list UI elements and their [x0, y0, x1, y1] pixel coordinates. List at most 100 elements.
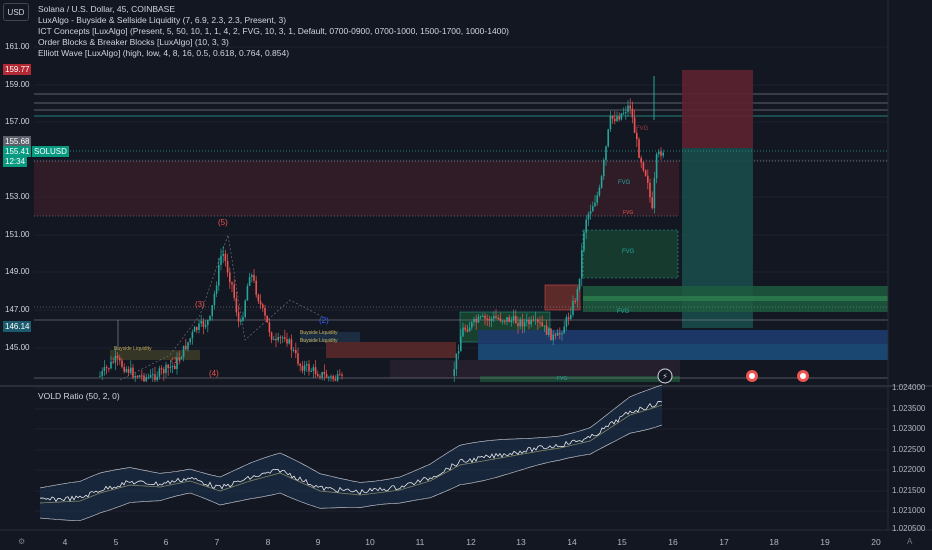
price-label: 149.00: [5, 267, 30, 276]
candle-body: [134, 376, 136, 378]
indicator-elliott-wave[interactable]: Elliott Wave [LuxAlgo] (high, low, 4, 8,…: [38, 48, 290, 58]
x-axis-label: 5: [113, 537, 119, 547]
candle-body: [477, 316, 480, 323]
candle-body: [598, 187, 601, 196]
candle-body: [319, 376, 321, 378]
candle-body: [570, 314, 572, 319]
candle-body: [611, 115, 614, 119]
price-label: 145.00: [5, 343, 30, 352]
candle-body: [548, 328, 550, 335]
candle-body: [462, 327, 464, 337]
candle-body: [204, 325, 207, 327]
candle-body: [519, 319, 521, 327]
candle-body: [121, 360, 123, 367]
candle-body: [116, 355, 119, 359]
candle-body: [317, 374, 319, 377]
candle-body: [242, 316, 244, 321]
candle-body: [581, 250, 583, 279]
candle-body: [550, 328, 552, 341]
candle-body: [510, 320, 513, 323]
indicator-buyside-sellside[interactable]: LuxAlgo - Buyside & Sellside Liquidity (…: [38, 15, 287, 25]
candle-body: [583, 232, 585, 251]
candle-body: [495, 316, 497, 319]
candle-body: [501, 320, 504, 322]
x-axis-label: 16: [668, 537, 678, 547]
candle-body: [649, 182, 651, 198]
candle-body: [341, 374, 343, 376]
candle-body: [125, 369, 128, 372]
candle-body: [284, 337, 286, 340]
candle-body: [504, 320, 506, 322]
candle-body: [114, 355, 117, 363]
candle-body: [471, 322, 473, 328]
oscillator-axis-label: 1.022000: [892, 465, 926, 474]
candle-body: [259, 301, 262, 305]
scale-settings-icon[interactable]: ⚙: [18, 537, 26, 546]
candle-body: [565, 317, 568, 327]
candle-body: [198, 323, 200, 331]
candle-body: [136, 376, 139, 378]
candle-body: [152, 374, 154, 376]
candle-body: [486, 318, 488, 320]
x-axis-label: 7: [214, 537, 220, 547]
candle-body: [339, 374, 341, 376]
wave-label: (5): [218, 218, 228, 227]
indicator-order-blocks[interactable]: Order Blocks & Breaker Blocks [LuxAlgo] …: [38, 37, 229, 47]
candle-body: [475, 318, 477, 323]
candle-body: [622, 112, 625, 114]
candle-body: [323, 372, 326, 375]
candle-body: [193, 327, 196, 332]
candle-body: [332, 376, 334, 380]
x-axis-label: 12: [466, 537, 476, 547]
candle-body: [251, 274, 253, 277]
candle-body: [567, 317, 570, 319]
zone-label: FVG: [618, 180, 631, 186]
position-risk-zone[interactable]: [682, 70, 753, 148]
lightning-icon[interactable]: ⚡: [657, 368, 673, 384]
candle-body: [176, 358, 178, 370]
x-axis-label: 17: [719, 537, 729, 547]
candle-body: [614, 118, 616, 122]
auto-scale-icon[interactable]: A: [907, 537, 913, 546]
candle-body: [213, 293, 216, 306]
price-label: 147.00: [5, 305, 30, 314]
candle-body: [211, 305, 213, 316]
candle-body: [655, 154, 658, 179]
oscillator-title[interactable]: VOLD Ratio (50, 2, 0): [38, 391, 120, 401]
candle-body: [268, 322, 271, 333]
candle-body: [561, 333, 563, 335]
candle-body: [226, 261, 229, 273]
candle-body: [653, 178, 656, 209]
currency-button[interactable]: USD: [3, 3, 29, 21]
candle-body: [523, 321, 526, 327]
candle-body: [281, 337, 284, 339]
candle-body: [453, 369, 455, 376]
candle-body: [484, 315, 486, 319]
candle-body: [253, 274, 255, 281]
event-icon[interactable]: [746, 370, 758, 382]
oscillator-axis-label: 1.024000: [892, 383, 926, 392]
candle-body: [163, 369, 165, 374]
candle-body: [273, 339, 275, 341]
price-label: 153.00: [5, 192, 30, 201]
candle-body: [314, 367, 317, 375]
wave-label: (2): [319, 316, 329, 325]
candle-body: [286, 339, 288, 344]
candle-body: [292, 349, 295, 351]
x-axis-label: 14: [567, 537, 577, 547]
indicator-ict-concepts[interactable]: ICT Concepts [LuxAlgo] (Present, 5, 50, …: [38, 26, 509, 36]
candle-body: [262, 304, 264, 309]
x-axis-label: 20: [871, 537, 881, 547]
candle-body: [576, 289, 579, 301]
candle-body: [660, 151, 662, 156]
oscillator-axis-label: 1.023500: [892, 404, 926, 413]
grey-price-badge: 155.68: [3, 136, 32, 147]
candle-body: [662, 152, 664, 156]
candle-body: [499, 318, 502, 321]
candle-body: [233, 284, 235, 298]
candle-body: [200, 320, 202, 324]
candle-body: [112, 361, 114, 363]
event-icon[interactable]: [797, 370, 809, 382]
candle-body: [620, 113, 623, 120]
